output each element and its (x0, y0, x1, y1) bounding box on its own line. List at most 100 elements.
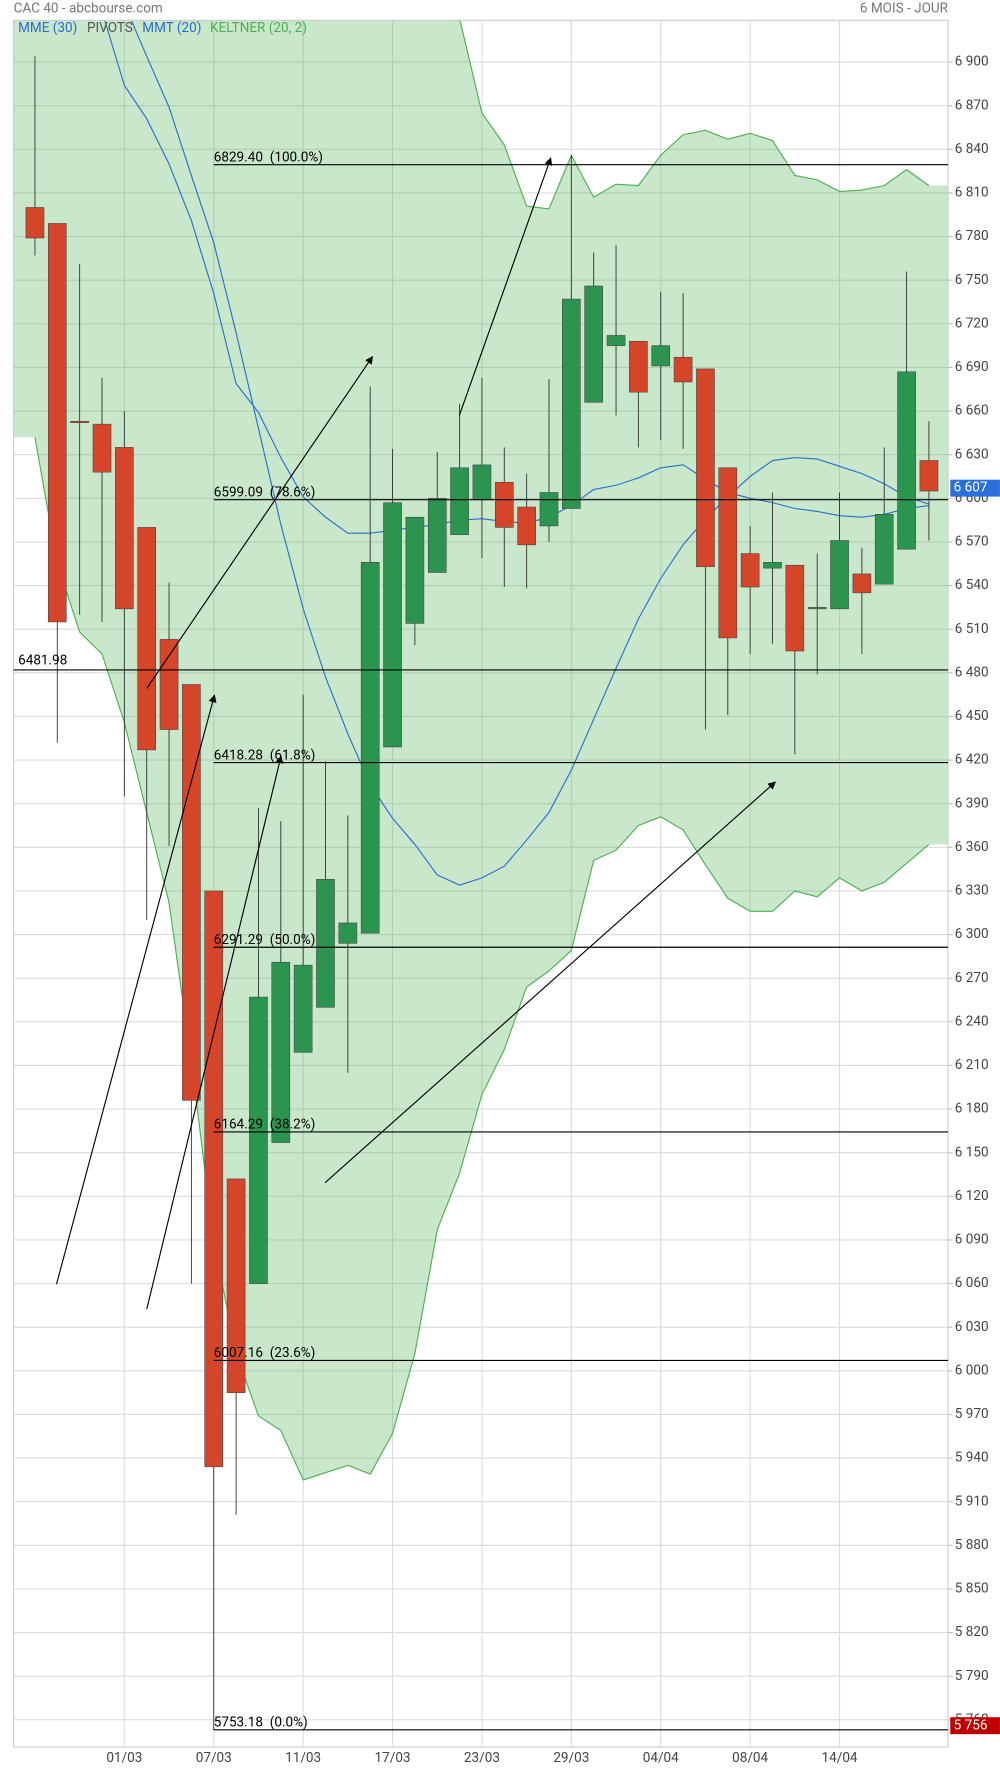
fib-label: 6164.29 (214, 1117, 263, 1133)
chart-title: CAC 40 - abcbourse.com (14, 1, 163, 17)
candle-body (383, 502, 402, 748)
candle-body (807, 607, 827, 610)
overlay: 6481.98 6829.40 (100.0%) 6599.09 (78.6%) 6418… (13, 150, 949, 1731)
y-tick-label: 6 570 (955, 534, 989, 550)
y-tick-label: 6 360 (955, 839, 989, 855)
price-tag (950, 479, 1000, 497)
candle-body (919, 460, 939, 492)
y-tick-label: 6 720 (955, 315, 989, 331)
y-tick-label: 6 210 (955, 1057, 989, 1073)
candle-body (338, 922, 358, 944)
price-tag-label: 6 607 (954, 480, 988, 496)
candle-body (360, 562, 380, 934)
candle-body (584, 285, 604, 403)
y-tick-label: 6 750 (955, 272, 989, 288)
trend-arrow (146, 355, 373, 689)
y-tick-label: 6 060 (955, 1275, 989, 1291)
y-tick-label: 6 300 (955, 926, 989, 942)
candle-body (405, 516, 425, 624)
fib-percent: (23.6%) (270, 1345, 316, 1361)
fib-percent: (100.0%) (270, 150, 323, 166)
legend-entry: MMT (20) (142, 20, 201, 36)
price-tag-label: 5 756 (954, 1717, 988, 1733)
x-tick-label: 08/04 (732, 1750, 768, 1766)
y-tick-label: 6 690 (955, 359, 989, 375)
fib-label: 6599.09 (214, 484, 263, 500)
fib-label: 6418.28 (214, 747, 263, 763)
y-tick-label: 6 450 (955, 708, 989, 724)
y-tick-label: 5 970 (955, 1406, 989, 1422)
y-tick-label: 6 390 (955, 795, 989, 811)
candle-body (92, 423, 112, 473)
y-tick-label: 6 270 (955, 970, 989, 986)
y-tick-label: 5 880 (955, 1537, 989, 1553)
candle-body (606, 335, 626, 346)
fib-percent: (78.6%) (270, 484, 316, 500)
y-tick-label: 5 940 (955, 1450, 989, 1466)
trend-arrow (324, 781, 776, 1184)
candle-body (852, 573, 872, 594)
fib-percent: (0.0%) (270, 1715, 308, 1731)
candle-body (897, 371, 916, 550)
candle-body (226, 1178, 246, 1393)
plot-area (13, 20, 949, 1731)
price-tag (950, 1717, 1000, 1735)
fib-label: 6291.29 (214, 932, 263, 948)
y-tick-label: 6 630 (955, 446, 989, 462)
candle-body (629, 340, 648, 393)
candle-body (539, 492, 559, 527)
candle-body (718, 467, 738, 639)
y-tick-label: 6 840 (955, 141, 989, 157)
candle-body (70, 420, 89, 423)
x-tick-label: 14/04 (822, 1750, 858, 1766)
y-tick-label: 6 420 (955, 752, 989, 768)
candle-body (137, 527, 157, 751)
y-tick-label: 5 850 (955, 1581, 989, 1597)
fib-label: 5753.18 (214, 1715, 263, 1731)
legend: MME (30) PIVOTS MMT (20) KELTNER (20, 2) (18, 20, 307, 36)
candle-body (472, 464, 492, 501)
chart-subtitle: 6 MOIS - JOUR (860, 1, 949, 17)
trend-arrow (458, 157, 553, 416)
keltner-upper (459, 20, 930, 210)
indicator-line (130, 20, 930, 886)
candle-body (830, 540, 849, 610)
x-tick-label: 07/03 (196, 1750, 232, 1766)
candle-body (874, 514, 894, 585)
y-tick-label: 6 480 (955, 664, 989, 680)
y-tick-label: 5 820 (955, 1624, 989, 1640)
fib-label: 6007.16 (214, 1345, 263, 1361)
legend-entry: MME (30) (18, 20, 77, 36)
y-tick-label: 6 180 (955, 1101, 989, 1117)
candle-body (427, 498, 447, 573)
x-tick-label: 23/03 (464, 1750, 500, 1766)
y-tick-label: 5 790 (955, 1668, 989, 1684)
y-tick-label: 6 870 (955, 97, 989, 113)
candle-body (115, 447, 134, 610)
y-tick-label: 6 000 (955, 1362, 989, 1378)
y-tick-label: 6 240 (955, 1013, 989, 1029)
fib-percent: (61.8%) (270, 747, 316, 763)
y-tick-label: 5 910 (955, 1493, 989, 1509)
candle-body (696, 368, 715, 567)
y-tick-label: 6 090 (955, 1232, 989, 1248)
candle-body (562, 298, 581, 509)
y-tick-label: 6 540 (955, 577, 989, 593)
candle-body (249, 996, 268, 1284)
trend-arrow (55, 694, 217, 1285)
candle-body (740, 553, 760, 588)
y-tick-label: 6 780 (955, 228, 989, 244)
candle-body (293, 964, 313, 1053)
fib-label: 6829.40 (214, 150, 263, 166)
candle-body (494, 482, 514, 528)
candle-body (517, 506, 536, 546)
candle-body (763, 562, 782, 569)
x-tick-label: 17/03 (375, 1750, 411, 1766)
candle-body (47, 223, 67, 623)
pivot-label: 6481.98 (18, 652, 67, 668)
candle-body (182, 684, 201, 1101)
y-tick-label: 6 120 (955, 1188, 989, 1204)
y-tick-label: 6 810 (955, 185, 989, 201)
y-tick-label: 6 330 (955, 883, 989, 899)
candle-body (450, 467, 469, 535)
